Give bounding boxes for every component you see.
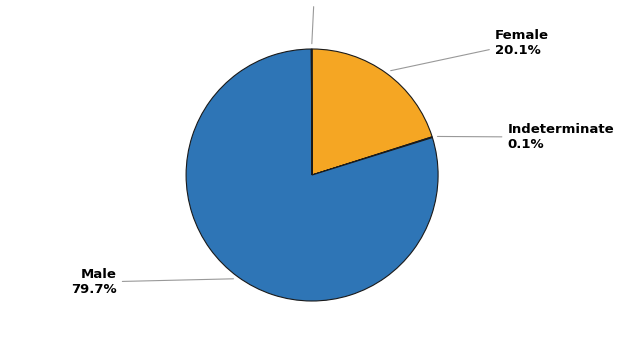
- Text: Unknown
0.1%: Unknown 0.1%: [280, 0, 349, 44]
- Text: Indeterminate
0.1%: Indeterminate 0.1%: [438, 123, 614, 151]
- Text: Female
20.1%: Female 20.1%: [391, 29, 549, 71]
- Text: Male
79.7%: Male 79.7%: [71, 268, 234, 296]
- Wedge shape: [186, 49, 438, 301]
- Wedge shape: [312, 49, 432, 175]
- Wedge shape: [312, 137, 433, 175]
- Wedge shape: [311, 49, 312, 175]
